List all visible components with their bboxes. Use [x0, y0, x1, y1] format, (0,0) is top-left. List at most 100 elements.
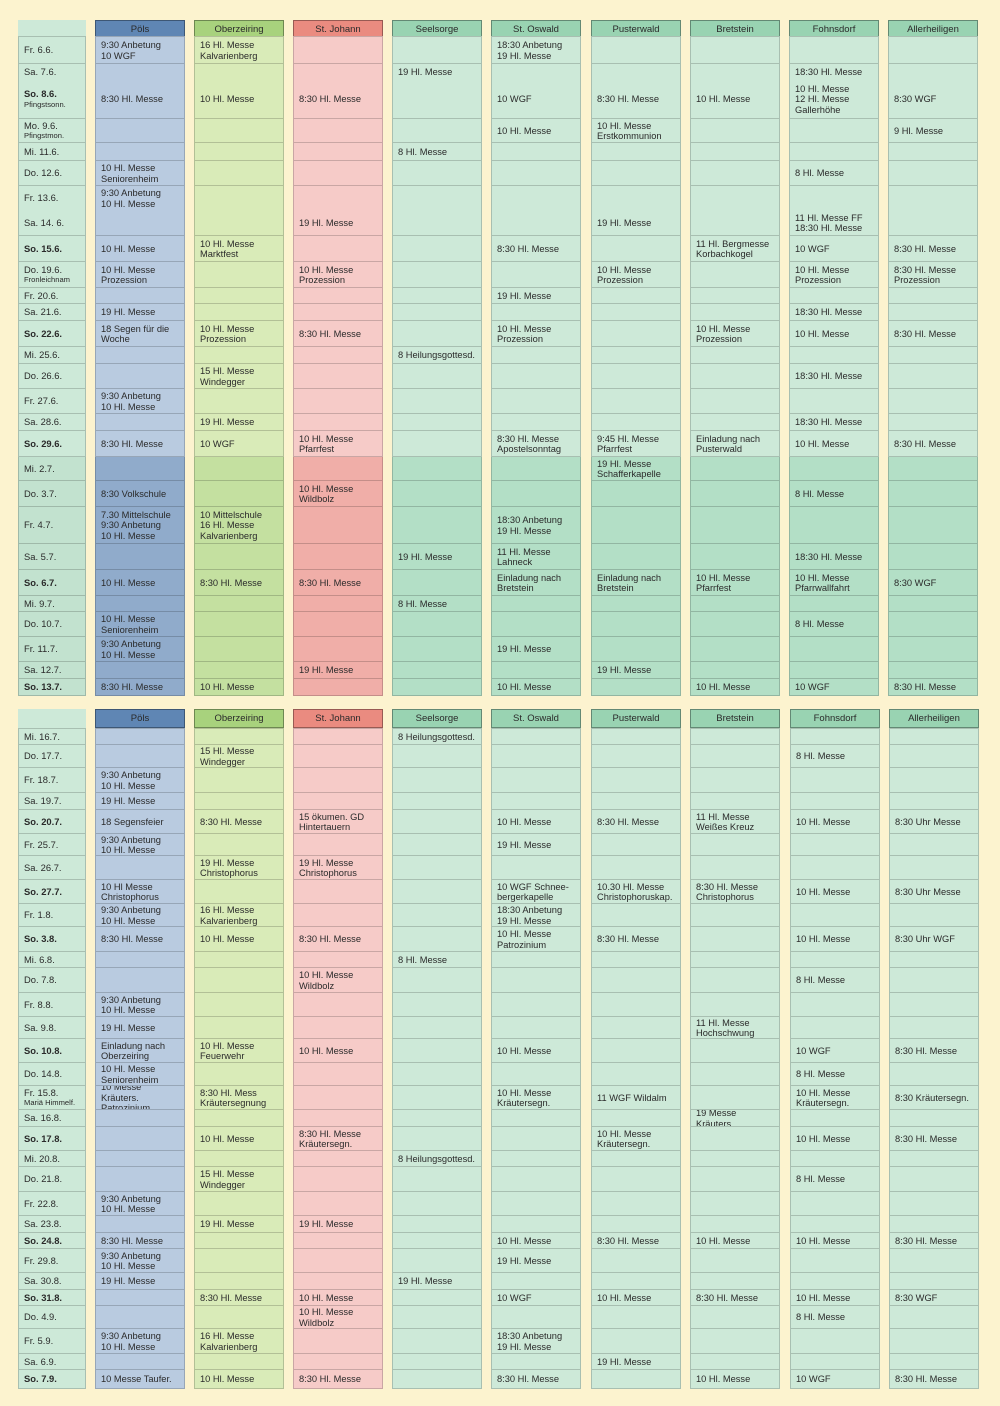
service-cell	[293, 728, 383, 745]
parish-column: Fohnsdorf 18:30 Hl. Messe 10 Hl. Messe 12 …	[789, 20, 879, 696]
service-cell	[392, 679, 482, 696]
service-cell	[690, 364, 780, 389]
date-label: Sa. 28.6.	[24, 416, 62, 428]
service-cell	[889, 1273, 979, 1290]
service-cell	[293, 507, 383, 544]
service-cell	[690, 662, 780, 679]
service-cell: 19 Messe Kräuters.	[690, 1110, 780, 1127]
service-cell	[293, 161, 383, 186]
service-cell: 19 Hl. Messe	[491, 834, 581, 856]
date-cell: Do. 21.8.	[18, 1167, 86, 1192]
service-cell	[690, 210, 780, 236]
date-cell: Fr. 4.7.	[18, 507, 86, 544]
service-cell: 8:30 Hl. Mess Kräutersegnung	[194, 1086, 284, 1110]
service-cell: 10 Hl. Messe	[293, 1039, 383, 1063]
date-label: Do. 4.9.	[24, 1311, 57, 1323]
service-cell: 8 Hl. Messe	[789, 481, 879, 507]
service-cell	[293, 993, 383, 1017]
service-cell	[392, 304, 482, 321]
service-cell: 10 WGF Schnee- bergerkapelle	[491, 880, 581, 904]
service-cell	[889, 952, 979, 968]
service-cell	[491, 1192, 581, 1216]
service-cell	[95, 210, 185, 236]
service-cell: 15 Hl. Messe Windegger	[194, 745, 284, 768]
service-cell: 8:30 Uhr Messe	[889, 880, 979, 904]
service-cell	[491, 1110, 581, 1127]
date-cell: Sa. 7.6.	[18, 64, 86, 81]
date-cell: So. 13.7.	[18, 679, 86, 696]
service-cell	[690, 288, 780, 304]
service-cell	[293, 414, 383, 431]
service-cell	[591, 347, 681, 364]
service-cell	[293, 637, 383, 662]
date-cell: Do. 17.7.	[18, 745, 86, 768]
date-label: Mi. 2.7.	[24, 462, 55, 474]
service-cell	[591, 1039, 681, 1063]
date-label: Fr. 1.8.	[24, 909, 54, 921]
parish-column: Pusterwald 8:30 Hl. Messe 10 Hl. Messe Ers…	[591, 20, 681, 696]
service-cell: 8:30 Uhr WGF	[889, 927, 979, 952]
service-cell: 8:30 Hl. Messe	[95, 1233, 185, 1249]
service-cell	[690, 507, 780, 544]
service-cell: 10 Hl Messe Christophorus	[95, 880, 185, 904]
service-cell	[293, 745, 383, 768]
service-cell	[690, 143, 780, 161]
date-cell: Do. 4.9.	[18, 1306, 86, 1329]
service-cell	[889, 968, 979, 993]
service-cell	[889, 856, 979, 880]
date-cell: Mi. 20.8.	[18, 1151, 86, 1167]
service-cell	[194, 143, 284, 161]
service-cell: 9:30 Anbetung 10 Hl. Messe	[95, 637, 185, 662]
service-cell: Einladung nach Oberzeiring	[95, 1039, 185, 1063]
service-cell	[392, 1370, 482, 1389]
date-cell: Mi. 9.7.	[18, 596, 86, 612]
service-cell	[293, 544, 383, 570]
service-cell: 10 Hl. Messe	[790, 1233, 880, 1249]
service-cell: 10 Hl. Messe	[194, 1370, 284, 1389]
service-cell: 19 Hl. Messe	[491, 288, 581, 304]
service-cell	[591, 544, 681, 570]
date-label: Sa. 14. 6.	[24, 216, 65, 228]
service-cell	[888, 210, 978, 236]
service-cell	[591, 1167, 681, 1192]
date-label: Sa. 6.9.	[24, 1355, 57, 1367]
date-label: Do. 21.8.	[24, 1173, 63, 1185]
service-cell	[690, 612, 780, 637]
service-cell	[888, 36, 978, 64]
service-cell: 10 Hl. Messe Prozession	[789, 262, 879, 288]
date-cell: Fr. 5.9.	[18, 1329, 86, 1354]
service-cell	[889, 1063, 979, 1086]
service-cell: 10 Hl. Messe	[690, 1233, 780, 1249]
service-cell	[491, 1216, 581, 1233]
service-cell	[491, 952, 581, 968]
service-cell	[293, 1273, 383, 1290]
service-cell	[293, 1354, 383, 1370]
service-cell	[790, 904, 880, 927]
service-cell	[95, 952, 185, 968]
service-cell	[888, 304, 978, 321]
date-cell: So. 6.7.	[18, 570, 86, 596]
service-cell: 8 Hl. Messe	[790, 1167, 880, 1192]
date-cell: Sa. 16.8.	[18, 1110, 86, 1127]
column-header	[18, 709, 86, 728]
service-cell	[591, 968, 681, 993]
service-cell	[888, 612, 978, 637]
service-cell	[95, 968, 185, 993]
date-cell: So. 17.8.	[18, 1127, 86, 1151]
service-cell	[790, 1216, 880, 1233]
service-cell: 9:45 Hl. Messe Pfarrfest	[591, 431, 681, 457]
service-cell	[690, 481, 780, 507]
service-cell	[194, 1151, 284, 1167]
service-cell	[95, 347, 185, 364]
service-cell	[790, 952, 880, 968]
service-cell: 8:30 Kräutersegn.	[889, 1086, 979, 1110]
service-cell: 10 Hl. Messe Erstkommunion	[591, 119, 681, 143]
service-cell	[690, 544, 780, 570]
service-cell	[293, 1249, 383, 1273]
date-cell: Do. 3.7.	[18, 481, 86, 507]
service-cell	[293, 904, 383, 927]
service-cell	[392, 1354, 482, 1370]
service-cell	[789, 389, 879, 414]
service-cell: 10 Hl. Messe	[491, 679, 581, 696]
service-cell	[293, 236, 383, 262]
